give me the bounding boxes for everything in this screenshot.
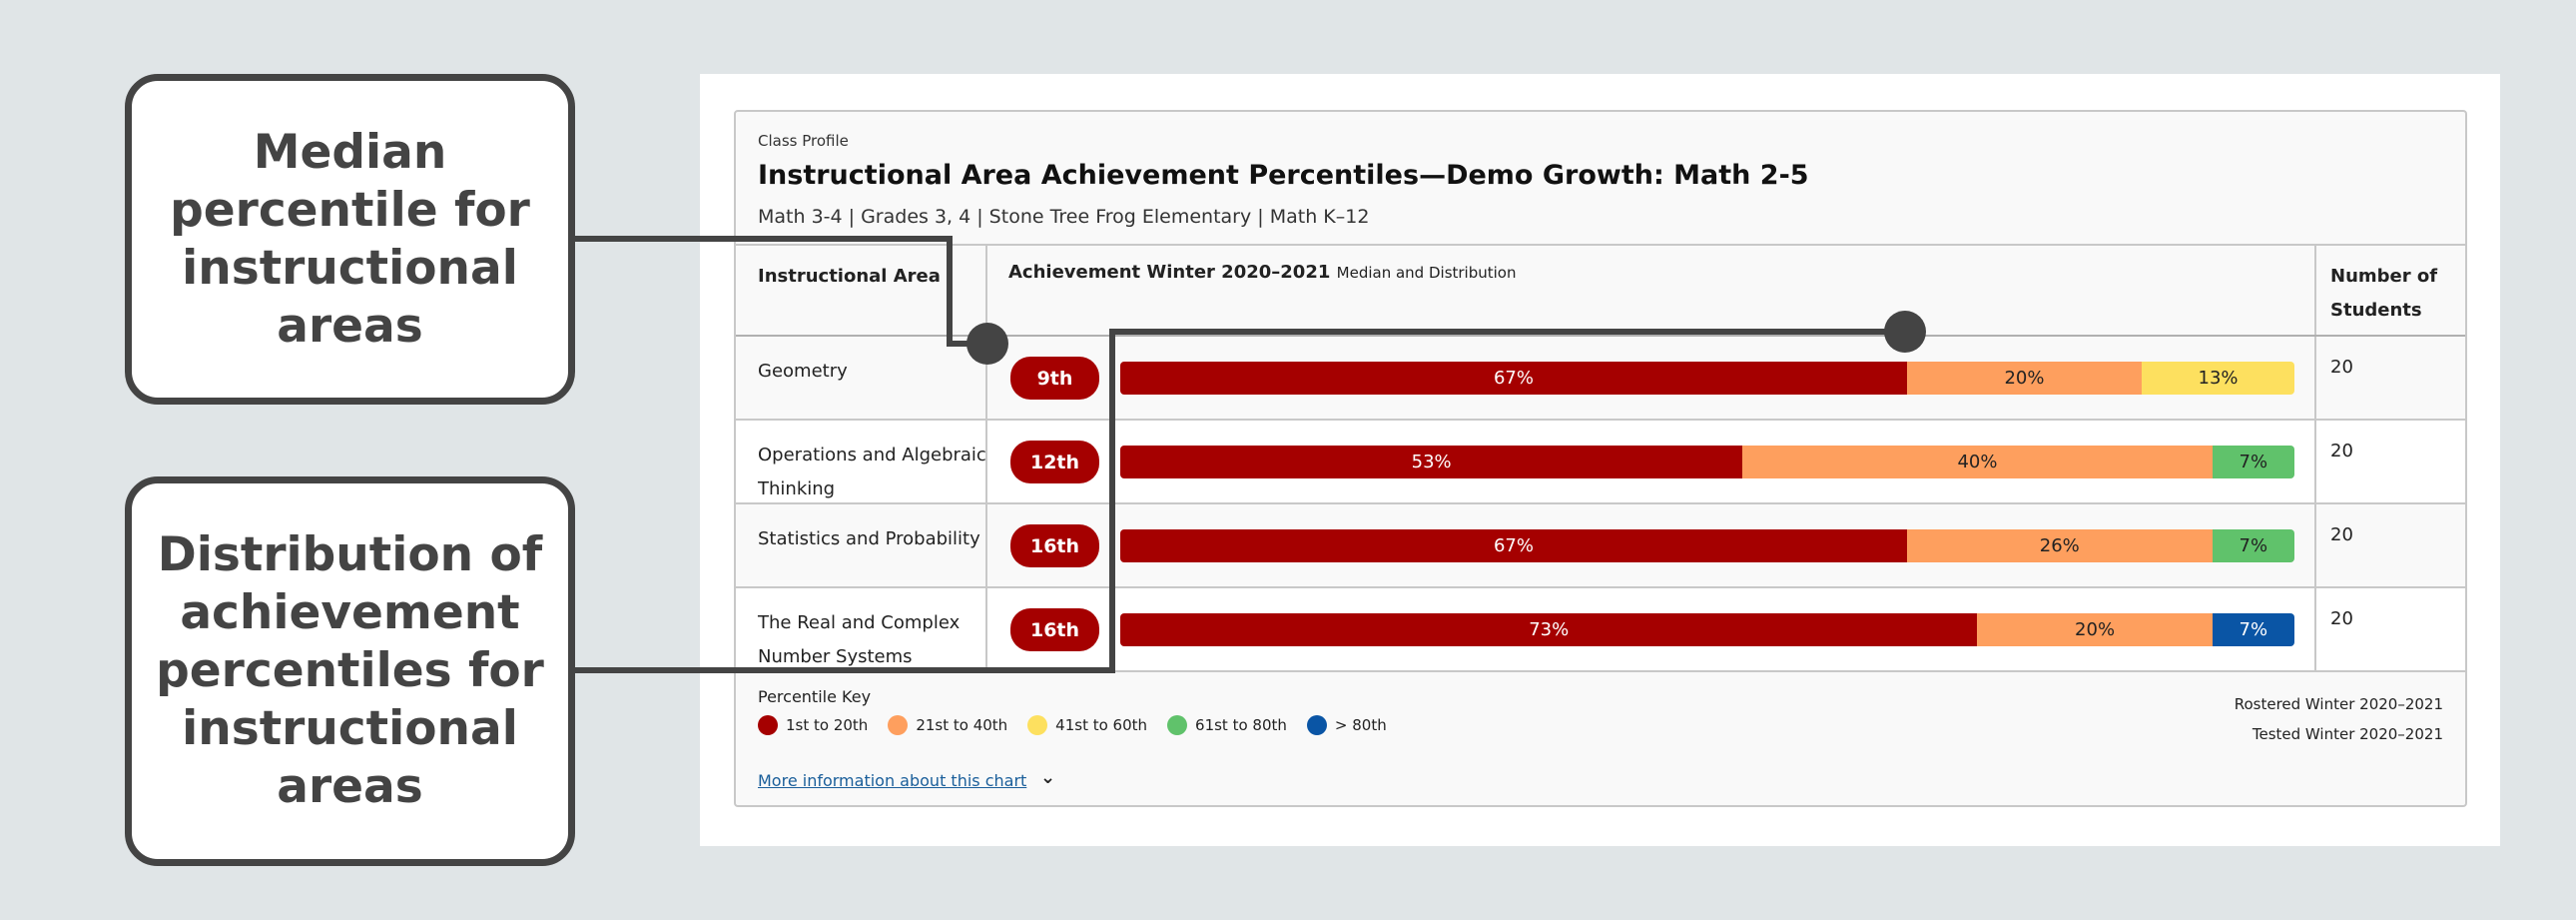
legend-swatch-icon: [1027, 715, 1048, 735]
student-count: 20: [2330, 524, 2353, 545]
distribution-segment: 73%: [1120, 613, 1978, 646]
rostered-date: Rostered Winter 2020–2021: [2234, 695, 2443, 713]
table-row: Statistics and Probability 16th 67% 26% 7%…: [736, 504, 2465, 588]
date-meta: Rostered Winter 2020–2021 Tested Winter …: [2235, 689, 2443, 749]
legend-swatch-icon: [888, 715, 909, 735]
median-connector-dot: [966, 323, 1008, 365]
percentile-legend: 1st to 20th 21st to 40th 41st to 60th 61st …: [758, 715, 1387, 735]
distribution-connector: [575, 329, 1905, 673]
table-row: Operations and Algebraic Thinking 12th 5…: [736, 421, 2465, 504]
instructional-area: Operations and Algebraic Thinking: [758, 445, 986, 499]
distribution-segment: 20%: [1977, 613, 2213, 646]
legend-item: 21st to 40th: [888, 715, 1007, 735]
table-row: The Real and Complex Number Systems 16th…: [736, 588, 2465, 672]
median-percentile-badge: 16th: [1010, 524, 1099, 567]
instructional-area: The Real and Complex Number Systems: [758, 612, 961, 667]
header-students: Number of Students: [2330, 266, 2438, 321]
distribution-bar: 73% 20% 7%: [1120, 613, 2294, 646]
distribution-segment: 40%: [1742, 446, 2213, 478]
distribution-segment: 13%: [2142, 362, 2294, 395]
median-percentile-badge: 12th: [1010, 441, 1099, 483]
distribution-segment: 26%: [1906, 529, 2213, 562]
median-percentile-badge: 16th: [1010, 608, 1099, 651]
distribution-segment: 7%: [2212, 446, 2294, 478]
distribution-segment: 20%: [1906, 362, 2143, 395]
class-profile-card: Class Profile Instructional Area Achieve…: [734, 110, 2467, 807]
distribution-bar: 53% 40% 7%: [1120, 446, 2294, 478]
header-achievement: Achievement Winter 2020–2021 Median and …: [1008, 262, 1517, 283]
chevron-down-icon[interactable]: ⌄: [1040, 767, 1056, 788]
legend-label: 1st to 20th: [786, 716, 869, 734]
achievement-table: Instructional Area Achievement Winter 20…: [736, 244, 2465, 672]
legend-item: 61st to 80th: [1167, 715, 1287, 735]
student-count: 20: [2330, 357, 2353, 378]
table-row: Geometry 9th 67% 20% 13% 20: [736, 337, 2465, 421]
page-title: Instructional Area Achievement Percentil…: [758, 160, 1809, 191]
median-connector: [575, 236, 987, 347]
student-count: 20: [2330, 608, 2353, 629]
legend-label: > 80th: [1334, 716, 1387, 734]
tested-date: Tested Winter 2020–2021: [2252, 725, 2443, 743]
legend-label: 41st to 60th: [1055, 716, 1148, 734]
legend-label: 61st to 80th: [1195, 716, 1287, 734]
instructional-area: Geometry: [758, 361, 848, 382]
legend-item: > 80th: [1306, 715, 1387, 735]
median-percentile-badge: 9th: [1010, 357, 1099, 400]
legend-item: 1st to 20th: [758, 715, 868, 735]
legend-item: 41st to 60th: [1027, 715, 1147, 735]
distribution-connector-dot: [1884, 311, 1926, 353]
more-info-link[interactable]: More information about this chart: [758, 771, 1027, 790]
legend-label: 21st to 40th: [916, 716, 1008, 734]
legend-swatch-icon: [1167, 715, 1188, 735]
legend-swatch-icon: [1306, 715, 1327, 735]
distribution-segment: 67%: [1120, 362, 1907, 395]
header-area: Instructional Area: [758, 266, 941, 287]
student-count: 20: [2330, 441, 2353, 461]
instructional-area: Statistics and Probability: [758, 528, 980, 549]
callout-distribution: Distribution of achievement percentiles …: [125, 476, 575, 866]
legend-title: Percentile Key: [758, 687, 872, 706]
eyebrow: Class Profile: [758, 132, 849, 150]
subtitle: Math 3-4 | Grades 3, 4 | Stone Tree Frog…: [758, 206, 1370, 228]
distribution-bar: 67% 26% 7%: [1120, 529, 2294, 562]
callout-median: Median percentile for instructional area…: [125, 74, 575, 405]
distribution-segment: 7%: [2212, 613, 2294, 646]
distribution-segment: 67%: [1120, 529, 1907, 562]
table-header: Instructional Area Achievement Winter 20…: [736, 244, 2465, 337]
legend-swatch-icon: [758, 715, 778, 735]
distribution-segment: 53%: [1120, 446, 1743, 478]
distribution-bar: 67% 20% 13%: [1120, 362, 2294, 395]
distribution-segment: 7%: [2212, 529, 2294, 562]
